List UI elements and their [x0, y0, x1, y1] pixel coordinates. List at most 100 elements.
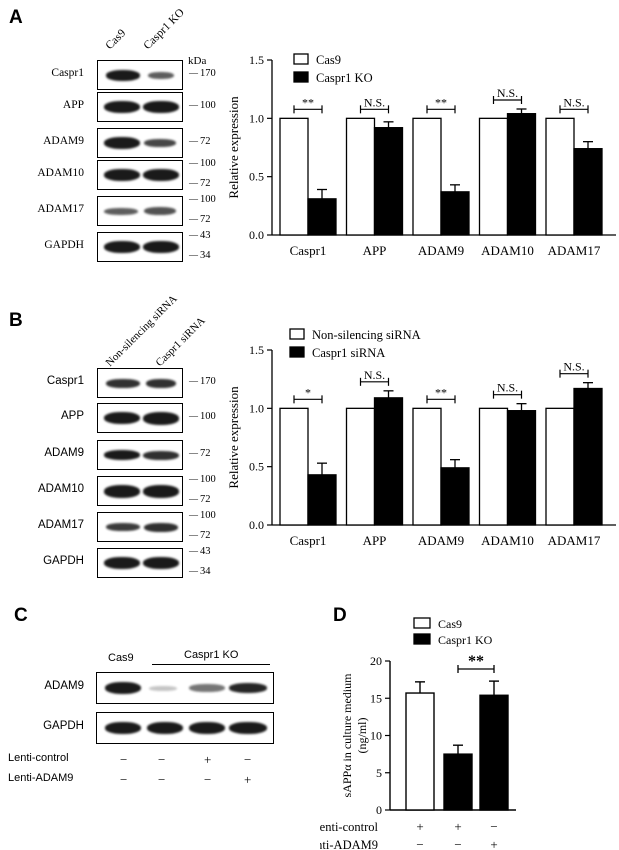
treatment-sign: −: [454, 837, 461, 850]
blot-strip-gapdh: [97, 232, 183, 262]
bar: [573, 148, 603, 236]
bar: [279, 117, 309, 236]
blot-strip-caspr1: [97, 60, 183, 90]
blot-band: [144, 522, 178, 532]
legend-label: Cas9: [438, 617, 462, 631]
lane-header-cas9: Cas9: [108, 652, 134, 664]
treatment-sign: +: [416, 819, 423, 834]
legend-swatch: [413, 633, 431, 645]
blot-strip-caspr1: [97, 368, 183, 398]
x-tick-label: ADAM9: [418, 533, 464, 548]
mw-marker: 100: [189, 411, 216, 422]
blot-row-label-gapdh: GAPDH: [43, 555, 84, 567]
blot-band: [106, 523, 140, 531]
blot-band: [104, 169, 140, 181]
bar: [443, 753, 473, 811]
bar: [307, 198, 337, 236]
blot-band: [229, 722, 267, 734]
blot-band: [106, 69, 140, 81]
blot-band: [146, 378, 176, 388]
blot-row-label-caspr1: Caspr1: [46, 375, 84, 387]
lane-header-caspr1-ko: Caspr1 KO: [184, 649, 239, 661]
bar: [573, 387, 603, 526]
blot-band: [104, 241, 140, 253]
x-tick-label: ADAM9: [418, 243, 464, 258]
sig-label: N.S.: [364, 95, 385, 109]
mw-marker: 170: [189, 68, 216, 79]
treatment-label: Lenti-control: [8, 752, 69, 764]
blot-row-label-app: APP: [62, 99, 84, 111]
treatment-sign: −: [120, 772, 128, 787]
blot-row-label-adam9: ADAM9: [43, 135, 84, 147]
kda-label: kDa: [188, 55, 207, 67]
blot-row-label-adam9: ADAM9: [44, 680, 84, 692]
mw-marker: 100: [189, 100, 216, 111]
mw-marker: 100: [189, 194, 216, 205]
bar: [545, 407, 575, 526]
y-tick-label: 1.0: [249, 401, 264, 415]
blot-band: [143, 411, 179, 425]
bar: [373, 397, 404, 526]
mw-marker: 43: [189, 230, 211, 241]
y-axis-label: Relative expression: [226, 386, 241, 489]
blot-band: [104, 450, 140, 460]
bar: [373, 127, 404, 236]
sig-label: N.S.: [563, 95, 584, 109]
blot-band: [143, 450, 179, 460]
blot-row-label-gapdh: GAPDH: [43, 720, 84, 732]
blot-strip-adam9: [97, 440, 183, 470]
blot-row-label-adam17: ADAM17: [37, 203, 84, 215]
blot-strip-app: [97, 403, 183, 433]
x-tick-label: Caspr1: [290, 243, 327, 258]
sig-label: *: [305, 385, 311, 399]
lane-label-cas9: Cas9: [103, 27, 129, 52]
blot-row-label-caspr1: Caspr1: [51, 67, 84, 79]
y-tick-label: 5: [376, 766, 382, 780]
blot-band: [229, 683, 267, 693]
blot-band: [149, 685, 177, 691]
blot-strip-adam10: [97, 476, 183, 506]
legend-label: Caspr1 siRNA: [312, 346, 385, 360]
x-tick-label: Caspr1: [290, 533, 327, 548]
treatment-sign: −: [204, 772, 212, 787]
mw-marker: 72: [189, 448, 211, 459]
treatment-sign: −: [416, 837, 423, 850]
legend-swatch: [293, 53, 309, 65]
treatment-sign: −: [158, 772, 166, 787]
legend-swatch: [289, 328, 305, 340]
bar: [412, 117, 442, 236]
treatment-sign: −: [244, 752, 252, 767]
bar: [506, 113, 537, 236]
blot-band: [104, 101, 140, 113]
blot-band: [143, 101, 179, 113]
treatment-sign: −: [490, 819, 497, 834]
blot-band: [143, 484, 179, 498]
x-tick-label: APP: [363, 243, 387, 258]
bar: [345, 407, 376, 526]
legend-swatch: [289, 346, 305, 358]
bar: [440, 467, 470, 526]
bar: [506, 410, 537, 526]
bar: [345, 117, 376, 236]
mw-marker: 100: [189, 474, 216, 485]
y-tick-label: 0.0: [249, 228, 264, 242]
y-tick-label: 20: [370, 654, 382, 668]
blot-band: [189, 722, 225, 734]
x-tick-label: APP: [363, 533, 387, 548]
blot-band: [104, 557, 140, 569]
x-tick-label: ADAM10: [481, 243, 534, 258]
legend-label: Cas9: [316, 53, 341, 67]
blot-strip-adam17: [97, 512, 183, 542]
treatment-sign: +: [490, 837, 497, 850]
blot-band: [143, 169, 179, 181]
bar: [307, 474, 337, 526]
mw-marker: 100: [189, 158, 216, 169]
blot-strip-adam10: [97, 160, 183, 190]
treatment-sign: +: [454, 819, 461, 834]
bar-chart-b: 0.0 0.5 1.0 1.5 Relative expression Caspr1 * AP…: [226, 328, 616, 548]
blot-row-label-app: APP: [60, 410, 84, 422]
treatment-label: Lenti-ADAM9: [320, 838, 378, 850]
mw-marker: 34: [189, 566, 211, 577]
bar: [279, 407, 309, 526]
